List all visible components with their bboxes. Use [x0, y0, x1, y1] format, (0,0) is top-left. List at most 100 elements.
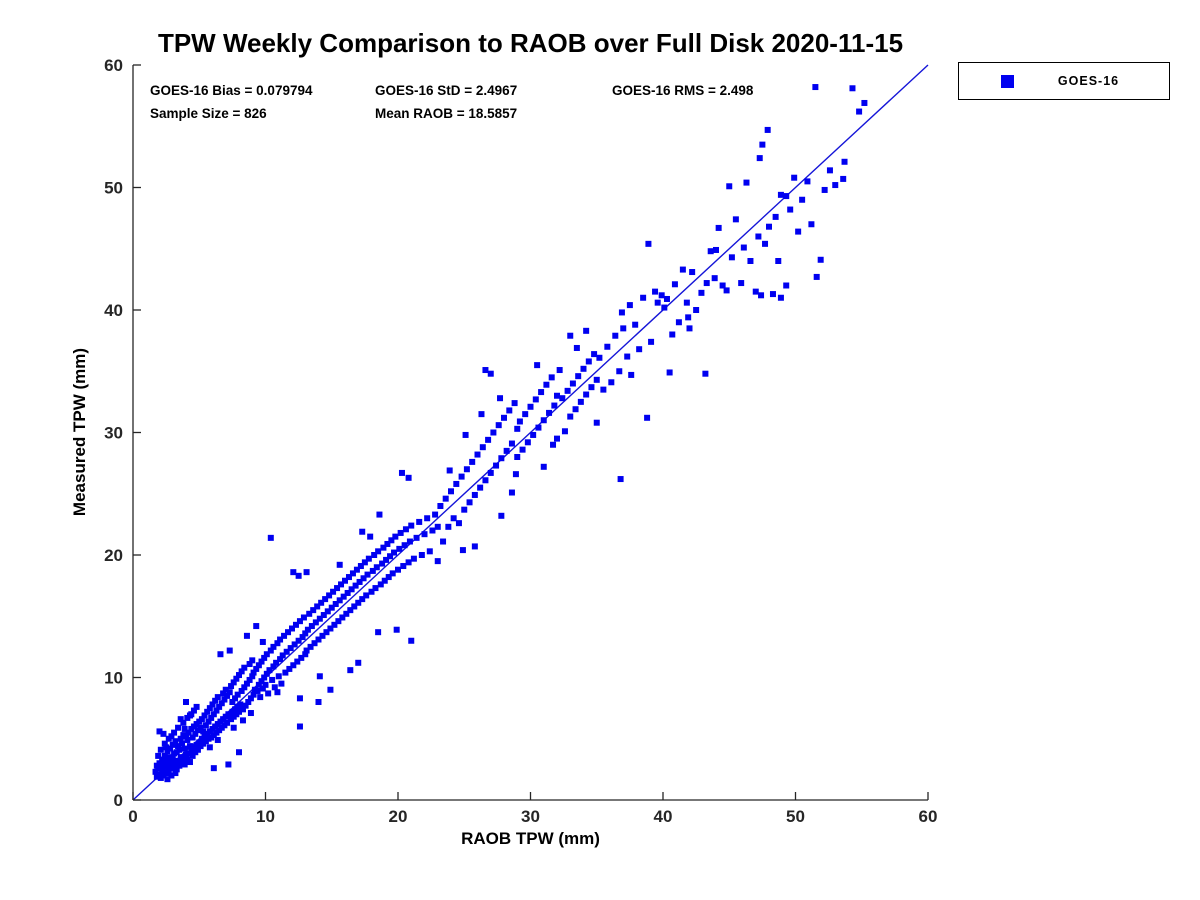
data-point [764, 126, 771, 133]
data-point [277, 656, 284, 663]
data-point [254, 687, 261, 694]
data-point [416, 518, 423, 525]
data-point [413, 534, 420, 541]
data-point [461, 506, 468, 513]
data-point [257, 694, 264, 701]
data-point [841, 158, 848, 165]
data-point [455, 520, 462, 527]
data-point [351, 603, 358, 610]
data-point [237, 701, 244, 708]
data-point [298, 654, 305, 661]
data-point [177, 735, 184, 742]
data-point [310, 607, 317, 614]
data-point [355, 659, 362, 666]
data-point [206, 744, 213, 751]
data-point [658, 292, 665, 299]
data-point [339, 614, 346, 621]
data-point [334, 585, 341, 592]
y-tick-label: 10 [104, 669, 123, 688]
data-point [772, 213, 779, 220]
data-point [538, 389, 545, 396]
data-point [177, 716, 184, 723]
data-point [369, 567, 376, 574]
data-point [808, 221, 815, 228]
data-point [524, 439, 531, 446]
data-point [275, 673, 282, 680]
data-point [291, 641, 298, 648]
data-point [387, 553, 394, 560]
data-point [556, 367, 563, 374]
data-point [286, 665, 293, 672]
data-point [307, 643, 314, 650]
data-point [332, 601, 339, 607]
data-point [534, 362, 541, 369]
data-point [740, 244, 747, 251]
data-point [202, 722, 209, 729]
data-point [238, 668, 245, 675]
data-point [393, 626, 400, 633]
data-point [856, 108, 863, 115]
data-point [159, 767, 166, 774]
data-point [212, 697, 219, 704]
data-point [327, 686, 334, 693]
data-point [242, 702, 249, 709]
data-point [279, 652, 286, 659]
data-point [241, 664, 248, 671]
data-point [466, 499, 473, 506]
data-point [551, 402, 558, 409]
data-point [296, 695, 303, 702]
data-point [583, 391, 590, 398]
data-point [546, 409, 553, 416]
data-point [220, 690, 227, 697]
data-point [373, 564, 380, 571]
data-point [226, 647, 233, 654]
data-point [766, 223, 772, 230]
data-point [408, 522, 415, 529]
data-point [663, 295, 670, 302]
data-point [503, 447, 510, 454]
data-point [424, 515, 431, 522]
data-point [190, 707, 197, 714]
data-point [273, 659, 280, 666]
data-point [713, 246, 719, 253]
data-point [181, 761, 188, 768]
data-point [302, 651, 309, 658]
data-point [715, 224, 722, 231]
data-point [498, 455, 505, 462]
y-tick-label: 20 [104, 546, 123, 565]
data-point [385, 574, 392, 581]
data-point [396, 545, 403, 552]
data-point [249, 673, 256, 680]
data-point [384, 540, 391, 547]
data-point [679, 266, 686, 273]
data-point [194, 746, 201, 753]
data-point [290, 569, 297, 576]
data-point [514, 425, 521, 432]
data-point [543, 381, 550, 388]
data-point [230, 724, 237, 731]
data-point [832, 182, 839, 189]
x-tick-label: 50 [786, 807, 805, 826]
data-point [183, 699, 189, 705]
data-point [769, 291, 776, 298]
data-point [448, 488, 454, 495]
data-point [217, 651, 224, 658]
data-point [316, 673, 323, 680]
data-point [698, 289, 705, 296]
data-point [343, 610, 350, 617]
data-point [554, 392, 560, 399]
data-point [462, 431, 469, 438]
data-point [702, 370, 709, 377]
data-point [501, 414, 507, 421]
data-point [245, 699, 252, 705]
chart-title: TPW Weekly Comparison to RAOB over Full … [157, 28, 904, 58]
data-point [201, 712, 208, 719]
data-point [567, 332, 574, 339]
data-point [368, 588, 375, 595]
data-point [188, 748, 195, 754]
data-point [173, 766, 180, 773]
x-tick-label: 10 [256, 807, 275, 826]
data-point [787, 206, 794, 213]
data-point [532, 396, 539, 403]
